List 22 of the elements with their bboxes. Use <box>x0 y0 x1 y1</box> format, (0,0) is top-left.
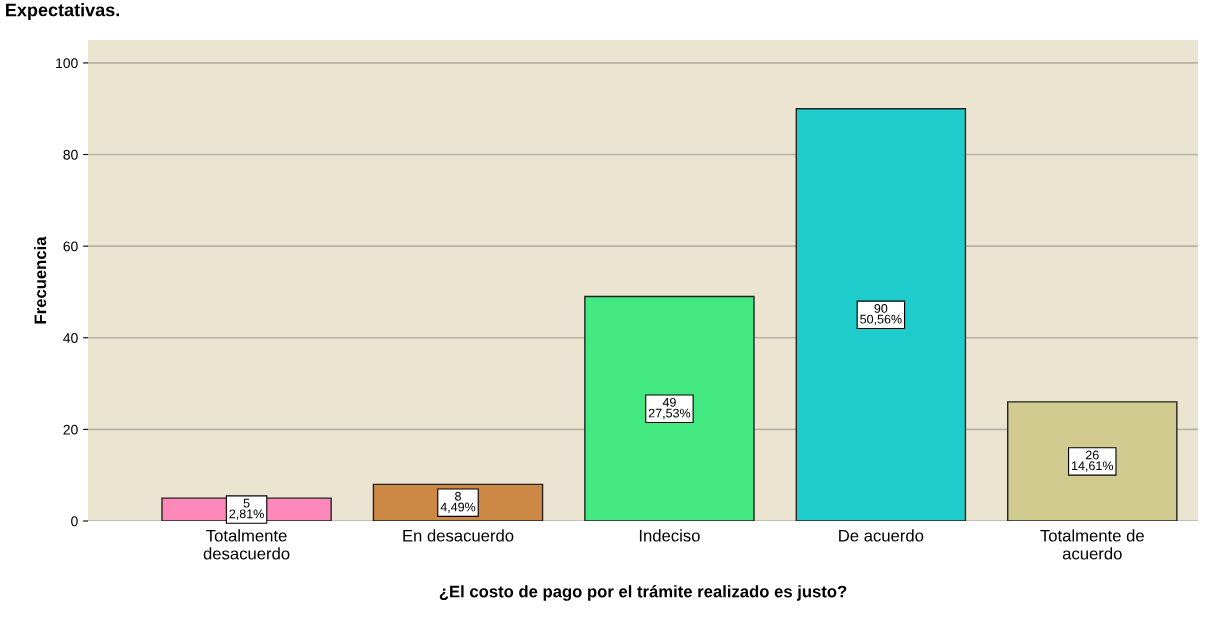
x-tick-label: Indeciso <box>639 529 700 542</box>
data-label: 49 27,53% <box>648 397 691 419</box>
y-tick-label: 100 <box>56 58 78 69</box>
bar <box>584 295 755 521</box>
x-tick-label: Totalmente de acuerdo <box>1040 529 1144 560</box>
bar <box>1007 401 1178 521</box>
data-label: 90 50,56% <box>860 303 902 326</box>
bar <box>795 108 967 521</box>
y-tick-label: 60 <box>63 241 78 252</box>
data-label: 26 14,61% <box>1072 450 1114 472</box>
x-axis-title: ¿El costo de pago por el trámite realizado es justo? <box>439 585 847 601</box>
data-label: 8 4,49% <box>440 491 476 513</box>
y-tick-label: 40 <box>63 333 78 343</box>
chart-title: Expectativas. <box>6 3 120 20</box>
y-tick-label: 80 <box>63 149 78 160</box>
y-tick-label: 0 <box>71 516 78 527</box>
y-axis-title: Frecuencia <box>34 236 47 324</box>
data-label: 5 2,81% <box>229 498 264 520</box>
y-tick-label: 20 <box>63 424 78 435</box>
x-tick-label: En desacuerdo <box>403 529 514 542</box>
x-tick-label: Totalmente desacuerdo <box>203 529 290 560</box>
x-tick-label: De acuerdo <box>839 529 924 542</box>
